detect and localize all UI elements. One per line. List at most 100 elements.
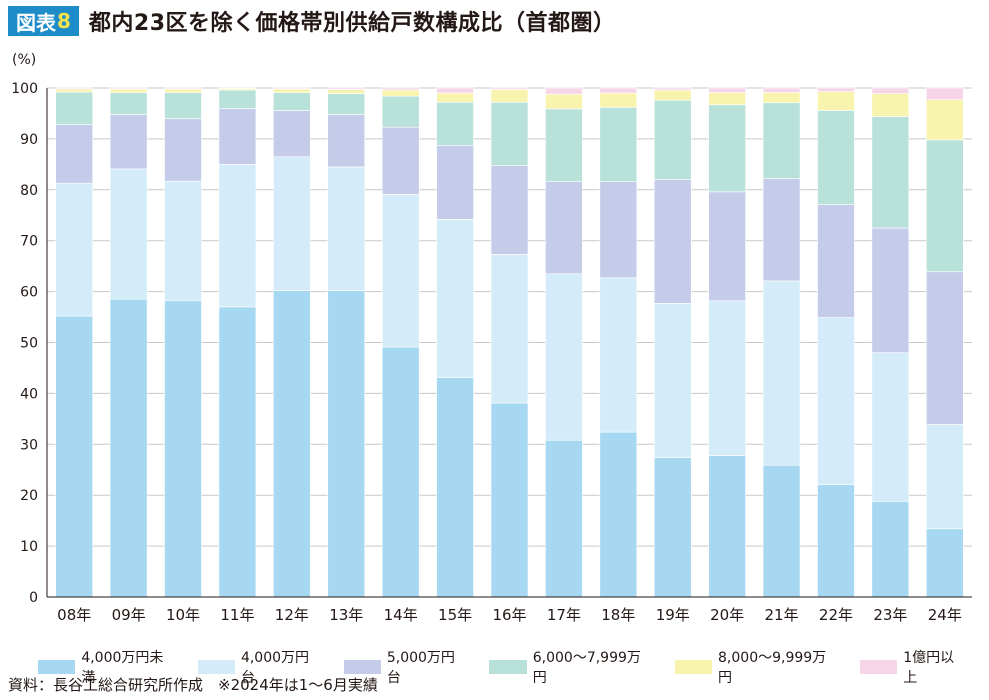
bar-segment xyxy=(599,181,638,279)
legend-item: 5,000万円台 xyxy=(343,647,468,687)
bar-segment xyxy=(708,87,746,93)
bar-segment xyxy=(545,181,583,275)
legend-swatch xyxy=(859,660,898,674)
bar-segment xyxy=(436,87,474,94)
bar-segment xyxy=(762,280,801,466)
bar-segment xyxy=(817,87,855,92)
bar-segment xyxy=(273,92,311,111)
bar-segment xyxy=(218,164,257,308)
y-tick-label: 80 xyxy=(20,183,38,199)
figure-badge-number: 8 xyxy=(57,9,71,33)
bar-segment xyxy=(925,271,964,425)
y-tick-label: 10 xyxy=(20,539,38,555)
bar-segment xyxy=(925,87,964,101)
bar-segment xyxy=(109,298,148,598)
bar-segment xyxy=(490,101,529,166)
x-tick-label: 20年 xyxy=(710,606,744,624)
legend-swatch xyxy=(38,660,76,674)
bar-segment xyxy=(381,126,420,195)
y-tick-label: 40 xyxy=(20,386,38,402)
bar-segment xyxy=(817,317,855,485)
bar-segment xyxy=(599,87,638,94)
bar-segment xyxy=(218,306,257,598)
bar-segment xyxy=(653,179,692,304)
x-tick-label: 16年 xyxy=(492,606,526,624)
bar-segment xyxy=(545,93,583,110)
bar-segment xyxy=(109,87,148,90)
y-tick-label: 30 xyxy=(20,437,38,453)
bar-segment xyxy=(599,277,638,433)
bar-segment xyxy=(599,107,638,182)
bar-segment xyxy=(545,108,583,182)
bar-segment xyxy=(164,118,202,182)
legend-swatch xyxy=(343,660,381,674)
bar-segment xyxy=(871,93,910,117)
bar-segment xyxy=(871,501,910,598)
bar-segment xyxy=(871,116,910,229)
y-tick-label: 60 xyxy=(20,285,38,301)
bar-segment xyxy=(490,89,529,103)
bar-segment xyxy=(164,87,202,90)
y-tick-label: 100 xyxy=(11,81,38,97)
bar-segment xyxy=(218,108,257,165)
x-tick-label: 18年 xyxy=(601,606,635,624)
bar-segment xyxy=(55,88,94,93)
bar-segment xyxy=(871,352,910,502)
y-tick-label: 50 xyxy=(20,336,38,352)
bar-segment xyxy=(653,457,692,598)
bar-segment xyxy=(653,89,692,101)
bar-segment xyxy=(436,92,474,103)
bar-segment xyxy=(273,156,311,291)
legend-item: 4,000万円台 xyxy=(197,647,322,687)
bar-segment xyxy=(164,300,202,598)
bar-segment xyxy=(55,315,94,598)
x-tick-label: 12年 xyxy=(275,606,309,624)
legend-label: 8,000～9,999万円 xyxy=(718,650,827,686)
chart-header: 図表 8 都内23区を除く価格帯別供給戸数構成比（首都圏） xyxy=(8,6,616,36)
bar-segment xyxy=(273,87,311,90)
bar-segment xyxy=(653,303,692,458)
legend-label: 1億円以上 xyxy=(903,650,955,686)
bar-segment xyxy=(273,290,311,598)
bar-segment xyxy=(708,191,746,302)
legend-item: 1億円以上 xyxy=(859,647,967,687)
bar-segment xyxy=(925,139,964,273)
bar-segment xyxy=(762,464,801,598)
bar-segment xyxy=(762,102,801,179)
bar-segment xyxy=(599,431,638,598)
bar-segment xyxy=(436,101,474,146)
bar-segment xyxy=(545,87,583,95)
bar-segment xyxy=(490,402,529,598)
legend-swatch xyxy=(489,660,527,674)
bar-segment xyxy=(218,87,257,89)
legend-label: 4,000万円未満 xyxy=(81,650,164,686)
bar-segment xyxy=(708,104,746,193)
bar-segment xyxy=(327,114,366,168)
chart-title: 都内23区を除く価格帯別供給戸数構成比（首都圏） xyxy=(88,11,616,36)
source-note: 資料：長谷工総合研究所作成 ※2024年は1～6月実績 xyxy=(8,676,378,694)
legend-label: 5,000万円台 xyxy=(386,650,455,686)
bar-segment xyxy=(925,99,964,141)
x-tick-label: 11年 xyxy=(220,606,254,624)
y-tick-label: 20 xyxy=(20,488,38,504)
bar-segment xyxy=(817,204,855,318)
y-tick-label: 90 xyxy=(20,132,38,148)
bar-segment xyxy=(109,114,148,170)
legend-item: 4,000万円未満 xyxy=(38,647,176,687)
chart-legend: 4,000万円未満 4,000万円台 5,000万円台 6,000～7,999万円 8,… xyxy=(38,647,989,687)
bar-segment xyxy=(109,88,148,93)
bar-segment xyxy=(708,92,746,106)
bar-segment xyxy=(273,110,311,158)
figure-badge-label: 図表 xyxy=(16,10,56,35)
bar-segment xyxy=(871,87,910,94)
x-tick-label: 17年 xyxy=(547,606,581,624)
legend-label: 4,000万円台 xyxy=(240,650,310,686)
bar-segment xyxy=(381,346,420,598)
bar-segment xyxy=(327,87,366,90)
x-tick-label: 09年 xyxy=(112,606,146,624)
bar-segment xyxy=(218,89,257,109)
bar-segment xyxy=(327,166,366,291)
bar-segment xyxy=(708,455,746,598)
bar-segment xyxy=(490,165,529,255)
bar-segment xyxy=(545,273,583,441)
